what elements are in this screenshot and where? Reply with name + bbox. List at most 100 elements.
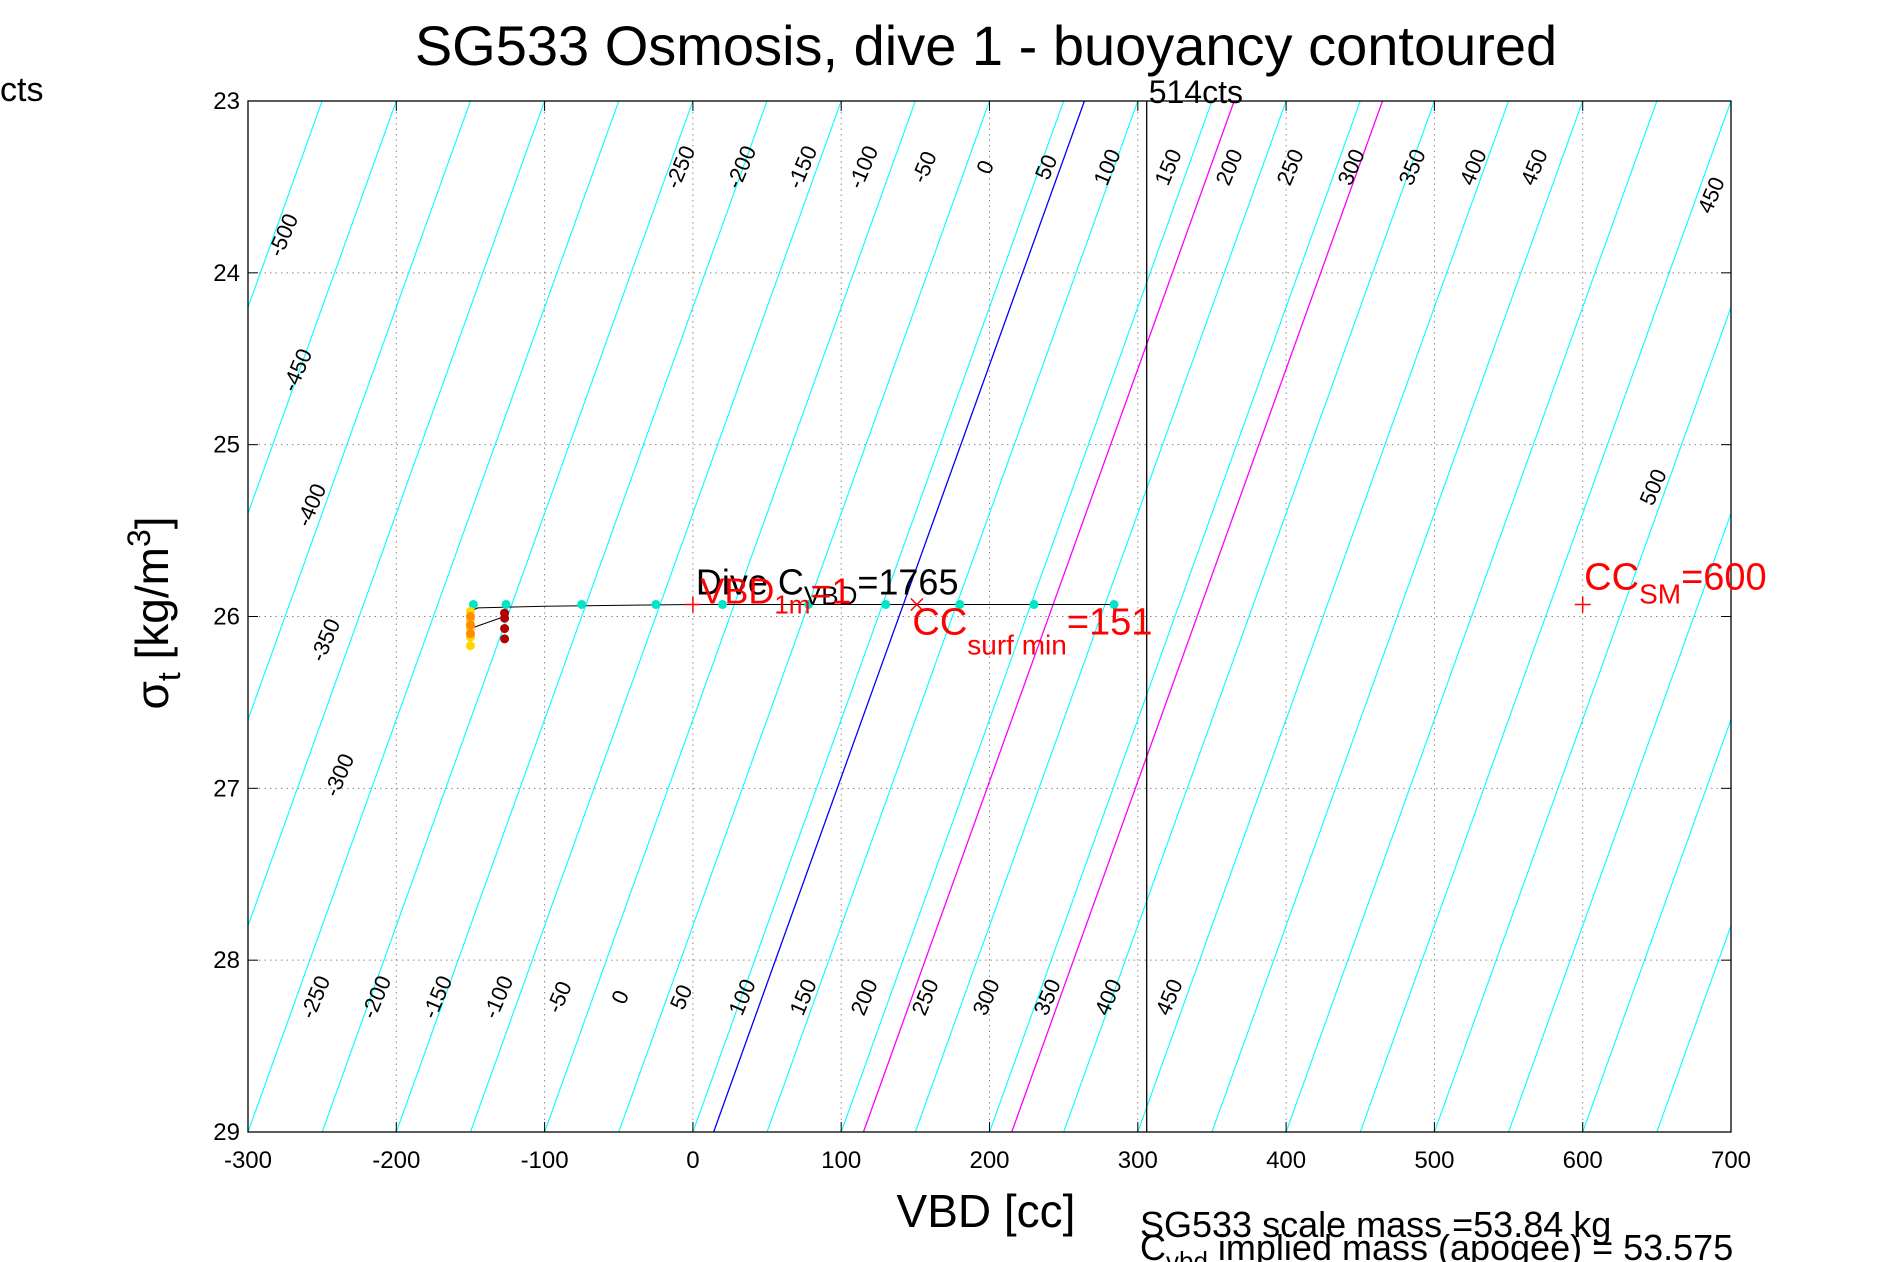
data-point [804, 599, 814, 609]
implied-mass-rest: implied mass (apogee) = 53.575 [1208, 1227, 1733, 1262]
buoyancy-contour-line [1656, 924, 1731, 1132]
buoyancy-contour-line [248, 101, 546, 928]
buoyancy-contour-line [766, 101, 1139, 1132]
buoyancy-contour-line [692, 101, 1065, 1132]
dive-c-vbd-label: Dive CVBD=1765 [696, 561, 959, 610]
x-tick-label: 500 [1414, 1147, 1454, 1174]
cc-sm-label: CCSM=600 [1584, 556, 1766, 609]
y-axis-label-superscript: 3 [121, 529, 157, 547]
buoyancy-contour-line [395, 101, 768, 1132]
buoyancy-contours [248, 101, 1731, 1132]
buoyancy-contour-line [248, 101, 397, 516]
data-point [465, 641, 475, 651]
x-tick-label: 0 [686, 1147, 699, 1174]
buoyancy-contour-line [544, 101, 916, 1132]
dive-track-segment [470, 616, 505, 629]
data-point [881, 599, 891, 609]
chart-title: SG533 Osmosis, dive 1 - buoyancy contour… [415, 14, 1557, 77]
data-points [465, 599, 1119, 651]
buoyancy-contour-line [1285, 101, 1658, 1132]
y-axis-label-sigma: σ [126, 681, 178, 709]
y-axis-label-end: ] [126, 516, 178, 529]
x-tick-label: -100 [521, 1147, 569, 1174]
vbd-1m-value: =1 [810, 570, 851, 611]
buoyancy-contour-line [840, 101, 1213, 1132]
y-axis-label: σt [kg/m3] [121, 516, 187, 709]
y-tick-label: 27 [213, 775, 240, 802]
neutral-buoyancy-line [713, 101, 1086, 1132]
y-axis-label-unit: [kg/m [126, 547, 178, 672]
implied-mass-text: Cvbd implied mass (apogee) = 53.575 [1140, 1227, 1733, 1262]
x-tick-label: 300 [1118, 1147, 1158, 1174]
x-tick-label: 400 [1266, 1147, 1306, 1174]
x-tick-label: 200 [969, 1147, 1009, 1174]
data-point [500, 613, 510, 623]
x-tick-label: 100 [821, 1147, 861, 1174]
vbd-1m-subscript: 1m [774, 589, 810, 619]
y-tick-label: 28 [213, 947, 240, 974]
cc-surf-min-label: CCsurf min=151 [912, 601, 1152, 660]
buoyancy-contour-line [1063, 101, 1435, 1132]
x-tick-label: -200 [372, 1147, 420, 1174]
data-point [465, 620, 475, 630]
cc-surf-marker [910, 597, 924, 612]
clipped-left-label: cts [0, 71, 43, 109]
data-point [1109, 599, 1119, 609]
y-tick-label: 24 [213, 260, 240, 287]
buoyancy-contour-line [988, 101, 1361, 1132]
cc-sm-value: =600 [1681, 556, 1767, 598]
x-tick-label: -300 [224, 1147, 272, 1174]
x-tick-label: 600 [1563, 1147, 1603, 1174]
data-point [500, 624, 510, 634]
dive-c-prefix: Dive C [696, 561, 804, 602]
buoyancy-contour-line [469, 101, 842, 1132]
implied-mass-prefix: C [1140, 1227, 1166, 1262]
buoyancy-contour-line [248, 101, 323, 309]
vertical-line-label: 514cts [1149, 74, 1243, 110]
buoyancy-contour-line [618, 101, 991, 1132]
data-point [718, 599, 728, 609]
y-axis-label-subscript: t [151, 672, 187, 681]
buoyancy-contour-line [914, 101, 1287, 1132]
x-axis-label: VBD [cc] [897, 1185, 1076, 1237]
buoyancy-contour-line [248, 101, 471, 722]
dive-c-value: =1765 [857, 561, 958, 602]
vbd-1m-prefix: VBD [700, 570, 774, 611]
data-point [500, 634, 510, 644]
dive-c-subscript: VBD [804, 580, 857, 610]
data-point [651, 599, 661, 609]
cc-surf-value: =151 [1067, 601, 1153, 643]
buoyancy-contour-line [1137, 101, 1510, 1132]
data-point [465, 629, 475, 639]
buoyancy-contour-line [1582, 717, 1731, 1132]
data-point [1029, 599, 1039, 609]
reference-markers [684, 596, 1591, 613]
y-tick-label: 23 [213, 88, 240, 115]
axis-ticks: -300 -200 -100 0 100 200 300 400 500 600 700 23 24 25… [213, 88, 1751, 1174]
cc-surf-subscript: surf min [967, 629, 1067, 660]
buoyancy-contour-line [1433, 305, 1731, 1132]
grid-lines [248, 101, 1731, 1132]
limit-line [862, 101, 1235, 1132]
buoyancy-contour-line [1359, 101, 1731, 1132]
y-tick-label: 26 [213, 604, 240, 631]
implied-mass-subscript: vbd [1166, 1246, 1208, 1262]
data-point [468, 599, 478, 609]
y-tick-label: 29 [213, 1119, 240, 1146]
buoyancy-contour-line [1508, 511, 1731, 1132]
buoyancy-contour-line [1211, 101, 1584, 1132]
y-tick-label: 25 [213, 432, 240, 459]
data-point [465, 612, 475, 621]
x-tick-label: 700 [1711, 1147, 1751, 1174]
data-point [501, 599, 511, 609]
cc-sm-subscript: SM [1639, 578, 1681, 609]
buoyancy-contour-line [248, 101, 620, 1132]
vbd-1m-label: VBD1m=1 [700, 570, 851, 619]
data-point [577, 599, 587, 609]
limit-line [1011, 101, 1384, 1132]
reference-lines [713, 101, 1384, 1132]
data-point [955, 599, 965, 609]
cc-sm-prefix: CC [1584, 556, 1639, 598]
scale-mass-text: SG533 scale mass =53.84 kg [1140, 1204, 1611, 1245]
